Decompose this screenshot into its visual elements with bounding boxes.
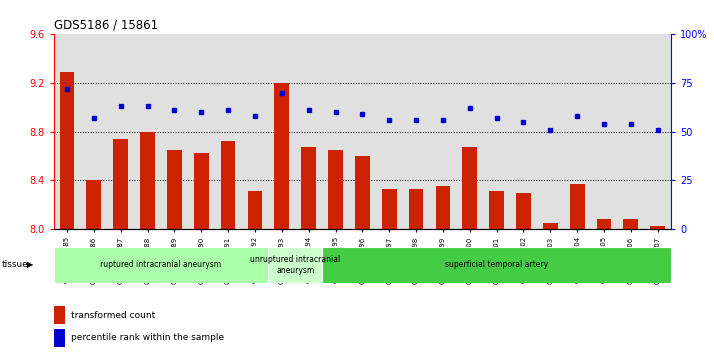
Bar	[194, 154, 208, 229]
Bar	[59, 72, 74, 229]
Text: ruptured intracranial aneurysm: ruptured intracranial aneurysm	[101, 261, 221, 269]
Bar	[570, 184, 585, 229]
Bar	[54, 247, 268, 283]
Text: GDS5186 / 15861: GDS5186 / 15861	[54, 19, 158, 32]
Text: ▶: ▶	[27, 261, 34, 269]
Bar	[274, 83, 289, 229]
Bar	[463, 147, 477, 229]
Bar	[301, 147, 316, 229]
Bar	[114, 139, 128, 229]
Bar	[268, 247, 322, 283]
Bar	[355, 156, 370, 229]
Bar	[322, 247, 671, 283]
Bar	[623, 219, 638, 229]
Bar	[54, 329, 65, 347]
Bar	[597, 219, 611, 229]
Text: percentile rank within the sample: percentile rank within the sample	[71, 333, 223, 342]
Bar	[382, 189, 396, 229]
Text: unruptured intracranial
aneurysm: unruptured intracranial aneurysm	[250, 255, 341, 275]
Bar	[86, 180, 101, 229]
Bar	[328, 150, 343, 229]
Bar	[408, 189, 423, 229]
Text: tissue: tissue	[1, 261, 29, 269]
Bar	[516, 193, 531, 229]
Bar	[167, 150, 182, 229]
Bar	[489, 191, 504, 229]
Text: superficial temporal artery: superficial temporal artery	[445, 261, 548, 269]
Bar	[54, 306, 65, 324]
Text: transformed count: transformed count	[71, 310, 155, 319]
Bar	[436, 186, 451, 229]
Bar	[140, 131, 155, 229]
Bar	[248, 191, 262, 229]
Bar	[543, 223, 558, 229]
Bar	[221, 141, 236, 229]
Bar	[650, 226, 665, 229]
